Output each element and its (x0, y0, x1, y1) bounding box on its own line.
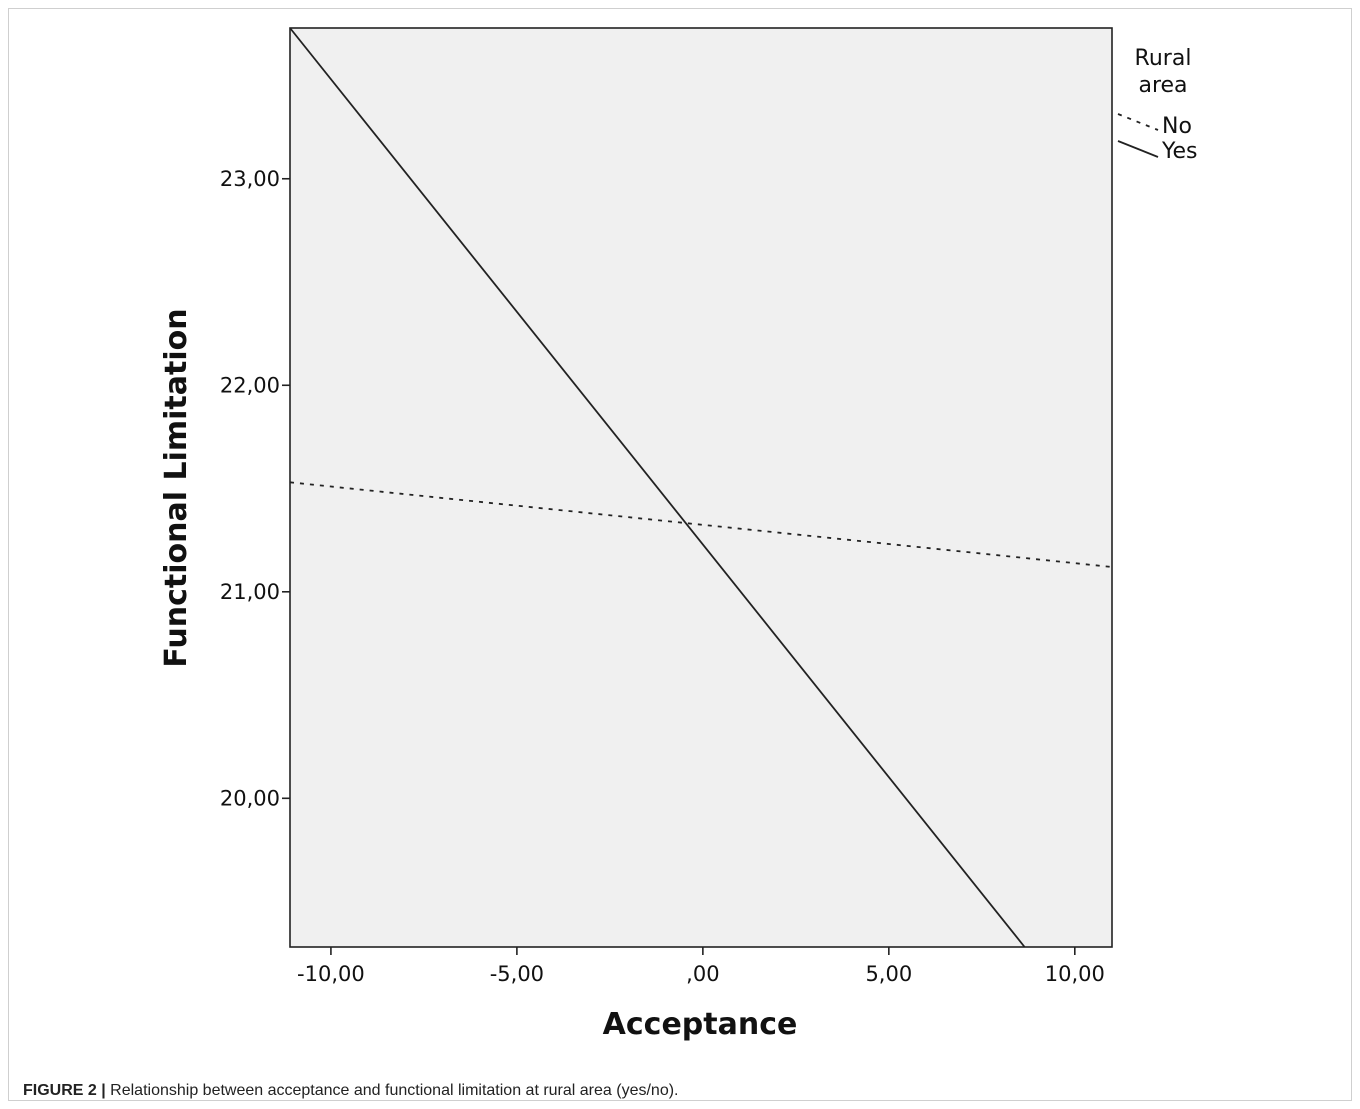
series-line-no (289, 481, 1113, 568)
y-axis-title: Functional Limitation (159, 308, 194, 667)
legend-swatch-yes (1117, 140, 1159, 158)
series-line-yes (289, 27, 1026, 948)
y-tick-label: 21,00 (220, 580, 280, 604)
legend-label-no: No (1162, 114, 1192, 139)
legend-label-yes: Yes (1161, 139, 1198, 164)
caption-label: FIGURE 2 | (23, 1082, 106, 1099)
series-layer (289, 27, 1113, 948)
y-tick-label: 23,00 (220, 167, 280, 191)
plot-border (289, 27, 1113, 948)
legend-title-line-2: area (1138, 73, 1187, 98)
x-tick-label: -10,00 (297, 962, 365, 986)
plot-area (290, 28, 1112, 947)
legend-title-line-1: Rural (1135, 46, 1192, 71)
y-axis: 20,00 21,00 22,00 23,00 (220, 167, 290, 810)
caption-text: Relationship between acceptance and func… (105, 1082, 679, 1099)
legend: Rural area No Yes (1117, 46, 1198, 164)
x-tick-label: 10,00 (1045, 962, 1105, 986)
x-tick-label: 5,00 (865, 962, 912, 986)
x-axis: -10,00 -5,00 ,00 5,00 10,00 (297, 947, 1105, 986)
x-tick-label: ,00 (686, 962, 719, 986)
y-tick-label: 20,00 (220, 786, 280, 810)
x-axis-title: Acceptance (603, 1007, 798, 1042)
y-tick-label: 22,00 (220, 373, 280, 397)
x-tick-label: -5,00 (490, 962, 544, 986)
legend-swatch-no (1117, 113, 1159, 131)
figure-caption: FIGURE 2 | Relationship between acceptan… (23, 1082, 679, 1100)
